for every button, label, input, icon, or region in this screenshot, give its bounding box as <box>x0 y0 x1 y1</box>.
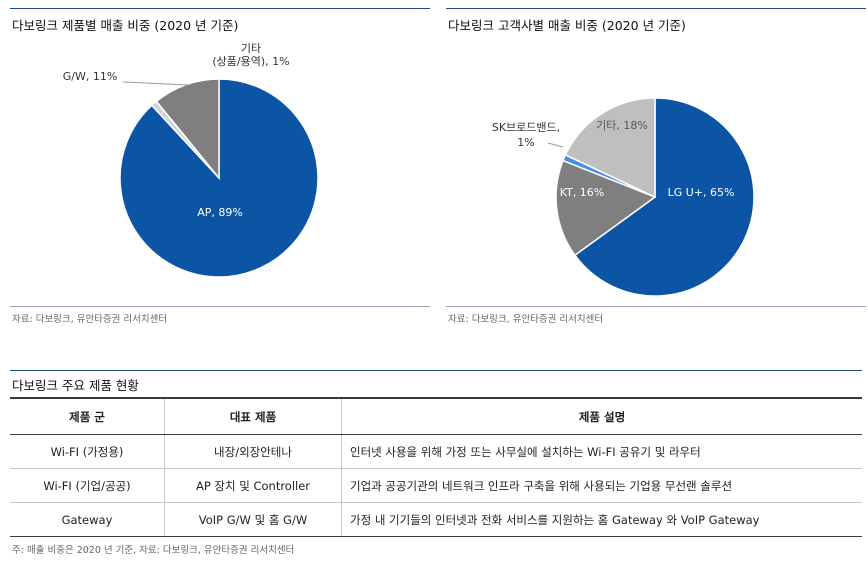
customer-share-chart-panel: 다보링크 고객사별 매출 비중 (2020 년 기준) LG U+, 65% KT… <box>446 8 866 330</box>
panel-bottom-rule <box>446 306 866 307</box>
cell-description: 가정 내 기기들의 인터넷과 전화 서비스를 지원하는 홈 Gateway 와 … <box>341 502 862 537</box>
header-product: 대표 제품 <box>164 397 342 435</box>
panel-bottom-rule <box>10 306 430 307</box>
leader-line <box>547 142 564 148</box>
customer-share-pie-chart: LG U+, 65% KT, 16% SK브로드밴드, 1% 기타, 18% <box>492 97 755 297</box>
slice-label: LG U+, 65% <box>668 186 735 199</box>
slice-label: SK브로드밴드, 1% <box>492 121 560 149</box>
header-description: 제품 설명 <box>341 397 862 435</box>
table-header-row: 제품 군 대표 제품 제품 설명 <box>10 397 862 435</box>
product-share-pie-chart: AP, 89% 기타 (상품/용역), 1% G/W, 11% <box>63 42 319 278</box>
chart-source: 자료: 다보링크, 유안타증권 리서치센터 <box>448 314 604 325</box>
pie-slice-kt <box>555 159 657 257</box>
table-footnote: 주: 매출 비중은 2020 년 기준, 자료: 다보링크, 유안타증권 리서치… <box>12 545 295 556</box>
slice-label: AP, 89% <box>197 206 243 219</box>
cell-product: VoIP G/W 및 홈 G/W <box>164 502 342 537</box>
pie-slice-other <box>564 97 656 199</box>
chart-title: 다보링크 제품별 매출 비중 (2020 년 기준) <box>12 18 239 33</box>
section-title: 다보링크 주요 제품 현황 <box>12 378 139 393</box>
product-share-chart-panel: 다보링크 제품별 매출 비중 (2020 년 기준) AP, 89% 기타 (상품/… <box>10 8 430 330</box>
section-top-rule <box>10 370 862 371</box>
panel-top-rule <box>10 8 430 9</box>
chart-title: 다보링크 고객사별 매출 비중 (2020 년 기준) <box>448 18 686 33</box>
cell-product: 내장/외장안테나 <box>164 434 342 469</box>
table-row: Wi-FI (기업/공공) AP 장치 및 Controller 기업과 공공기… <box>10 468 862 503</box>
slice-label: KT, 16% <box>560 186 605 199</box>
slice-label: 기타, 18% <box>596 119 648 132</box>
pie-slice-lg-u <box>573 97 755 297</box>
cell-category: Wi-FI (기업/공공) <box>10 468 165 503</box>
chart-source: 자료: 다보링크, 유안타증권 리서치센터 <box>12 314 168 325</box>
cell-product: AP 장치 및 Controller <box>164 468 342 503</box>
header-category: 제품 군 <box>10 397 165 435</box>
product-table: 제품 군 대표 제품 제품 설명 Wi-FI (가정용) 내장/외장안테나 인터… <box>10 397 862 537</box>
cell-category: Gateway <box>10 502 165 537</box>
slice-label: 기타 (상품/용역), 1% <box>212 42 289 68</box>
cell-description: 인터넷 사용을 위해 가정 또는 사무실에 설치하는 Wi-FI 공유기 및 라… <box>341 434 862 469</box>
leader-line <box>122 81 189 86</box>
cell-description: 기업과 공공기관의 네트워크 인프라 구축을 위해 사용되는 기업용 무선랜 솔… <box>341 468 862 503</box>
slice-label: G/W, 11% <box>63 70 118 83</box>
table-row: Gateway VoIP G/W 및 홈 G/W 가정 내 기기들의 인터넷과 … <box>10 502 862 537</box>
cell-category: Wi-FI (가정용) <box>10 434 165 469</box>
panel-top-rule <box>446 8 866 9</box>
table-row: Wi-FI (가정용) 내장/외장안테나 인터넷 사용을 위해 가정 또는 사무… <box>10 434 862 469</box>
